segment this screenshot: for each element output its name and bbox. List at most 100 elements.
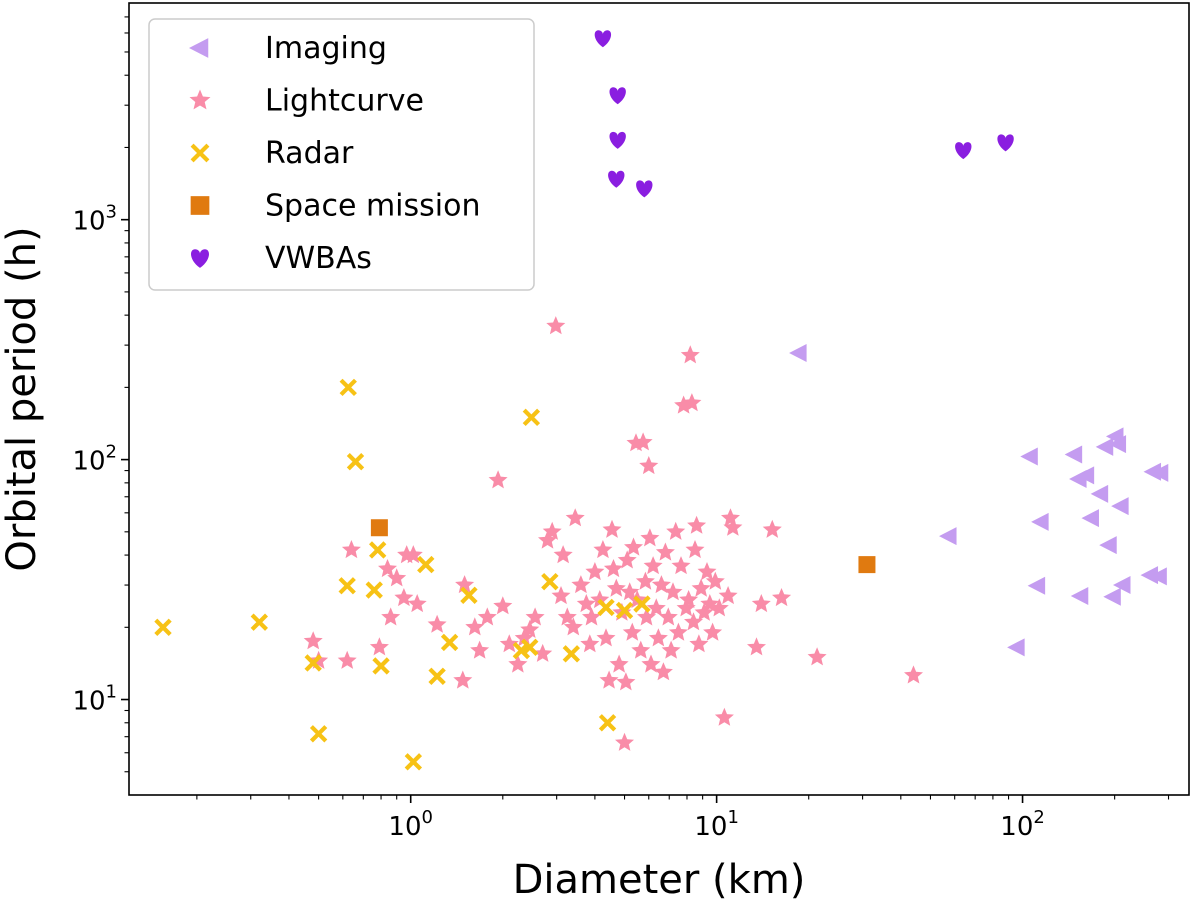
lightcurve-point: [714, 707, 734, 726]
vwbas-point: [636, 180, 653, 198]
radar-point: [369, 541, 387, 559]
legend-label: VWBAs: [265, 241, 372, 276]
ticks-layer: 100 101 102 101 102 103: [72, 16, 1170, 842]
legend-label: Space mission: [265, 189, 480, 224]
x-tick-label: 102: [1000, 807, 1045, 842]
vwbas-point: [955, 142, 972, 160]
imaging-point: [789, 344, 807, 363]
imaging-point: [1031, 512, 1049, 531]
lightcurve-point: [691, 578, 711, 597]
lightcurve-point: [603, 559, 623, 578]
lightcurve-point: [637, 607, 656, 626]
imaging-point: [1027, 576, 1046, 595]
lightcurve-point: [718, 586, 738, 605]
legend-entry-lightcurve: Lightcurve: [189, 84, 424, 119]
legend: Imaging Lightcurve Radar Space mission VWBAs: [148, 18, 535, 291]
radar-point: [339, 378, 357, 397]
vwbas-point: [997, 134, 1014, 152]
y-tick-label: 102: [72, 442, 117, 477]
lightcurve-point: [772, 588, 792, 607]
lightcurve-point: [606, 578, 626, 597]
lightcurve-point: [542, 521, 562, 540]
imaging-point: [1149, 567, 1167, 586]
legend-label: Lightcurve: [265, 84, 424, 119]
radar-point: [615, 601, 634, 620]
legend-label: Radar: [265, 136, 354, 171]
imaging-point: [1103, 587, 1121, 606]
plot-area: 100 101 102 101 102 103: [72, 2, 1190, 842]
lightcurve-point: [705, 571, 725, 590]
imaging-point: [1064, 445, 1083, 464]
space-mission-point: [370, 519, 388, 537]
radar-point: [365, 581, 383, 599]
legend-frame: [148, 18, 535, 291]
legend-marker-space-mission: [190, 196, 210, 215]
lightcurve-point: [682, 393, 702, 412]
space-mission-point: [858, 556, 876, 574]
lightcurve-point: [378, 559, 397, 578]
plot-frame: [128, 2, 1190, 796]
lightcurve-point: [620, 582, 640, 601]
radar-point: [633, 595, 651, 613]
radar-point: [309, 725, 328, 743]
lightcurve-point: [337, 650, 357, 669]
series-radar: [154, 378, 651, 771]
lightcurve-point: [369, 637, 389, 656]
radar-point: [404, 753, 423, 771]
lightcurve-point: [387, 568, 407, 587]
imaging-point: [1081, 509, 1099, 528]
lightcurve-point: [661, 640, 681, 659]
lightcurve-point: [546, 316, 566, 335]
lightcurve-point: [721, 508, 740, 527]
lightcurve-point: [599, 670, 619, 689]
lightcurve-point: [668, 622, 688, 641]
lightcurve-point: [633, 432, 653, 451]
lightcurve-point: [624, 537, 643, 556]
lightcurve-point: [676, 598, 696, 617]
radar-point: [562, 645, 581, 663]
lightcurve-point: [538, 530, 557, 549]
legend-entry-space-mission: Space mission: [190, 189, 480, 224]
lightcurve-point: [571, 575, 591, 594]
points-layer: [154, 30, 1169, 771]
lightcurve-point: [616, 672, 636, 691]
y-axis-label: Orbital period (h): [0, 226, 45, 571]
lightcurve-point: [470, 640, 490, 659]
lightcurve-point: [680, 345, 700, 364]
lightcurve-point: [904, 665, 923, 684]
radar-point: [346, 453, 365, 471]
lightcurve-point: [551, 586, 571, 605]
lightcurve-point: [582, 607, 601, 626]
legend-entry-radar: Radar: [190, 136, 354, 171]
lightcurve-point: [580, 634, 600, 653]
vwbas-point: [608, 170, 625, 188]
legend-entry-imaging: Imaging: [189, 31, 387, 66]
lightcurve-point: [655, 542, 675, 561]
lightcurve-point: [679, 590, 699, 609]
vwbas-point: [594, 30, 612, 48]
imaging-point: [1143, 462, 1162, 481]
lightcurve-point: [684, 612, 703, 631]
imaging-point: [1150, 463, 1169, 482]
legend-marker-imaging: [189, 38, 209, 58]
lightcurve-point: [563, 617, 583, 636]
lightcurve-point: [631, 640, 651, 659]
lightcurve-point: [565, 508, 585, 527]
lightcurve-point: [697, 562, 717, 581]
lightcurve-point: [689, 634, 709, 653]
lightcurve-point: [807, 647, 827, 666]
lightcurve-point: [622, 622, 642, 641]
imaging-point: [1076, 466, 1095, 485]
lightcurve-point: [635, 571, 655, 590]
radar-point: [304, 654, 322, 672]
radar-point: [521, 638, 539, 657]
imaging-point: [1007, 638, 1025, 657]
lightcurve-point: [596, 628, 616, 647]
legend-label: Imaging: [265, 31, 387, 66]
lightcurve-point: [455, 575, 475, 594]
lightcurve-point: [751, 594, 771, 613]
imaging-point: [1020, 447, 1038, 466]
lightcurve-point: [703, 622, 723, 641]
radar-point: [417, 555, 435, 574]
